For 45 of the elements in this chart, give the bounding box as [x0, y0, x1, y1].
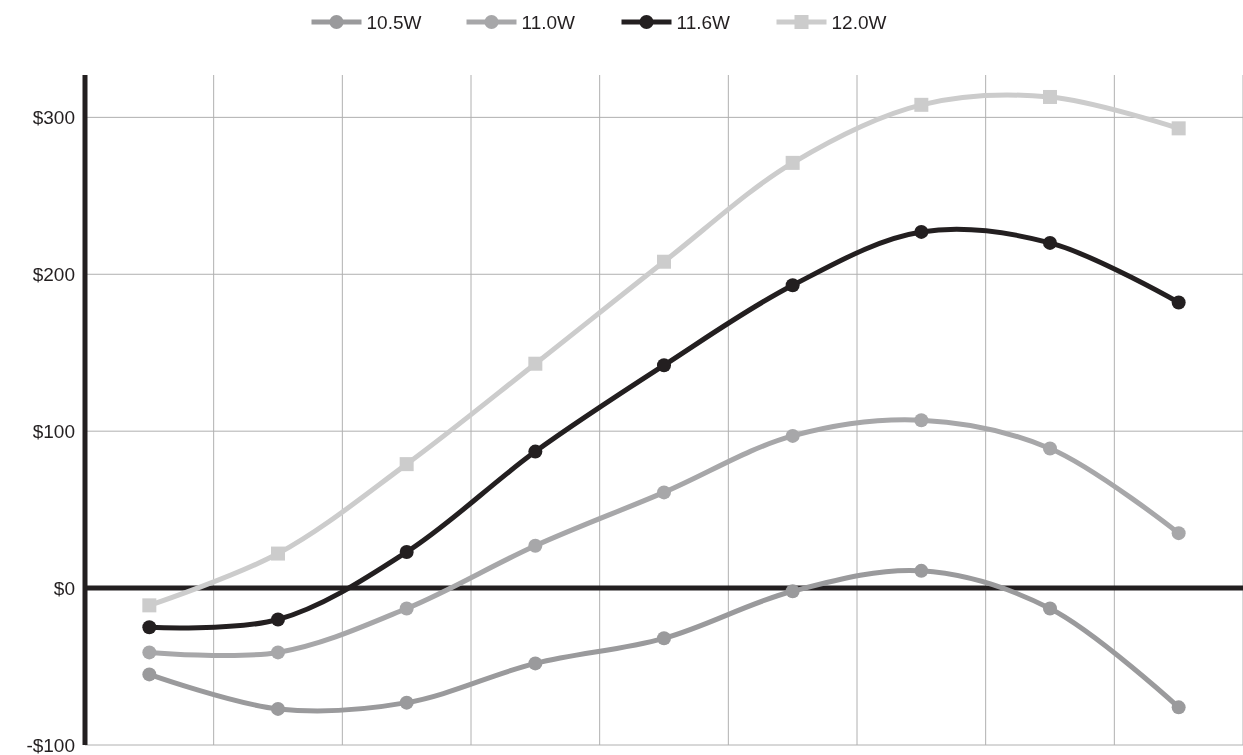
y-tick-label: -$100 [26, 734, 75, 755]
point [1043, 89, 1057, 104]
point [142, 667, 157, 682]
point [1043, 601, 1057, 616]
point [528, 656, 543, 671]
point [785, 428, 800, 443]
point [271, 612, 285, 627]
point [399, 601, 414, 616]
point [142, 598, 157, 613]
y-tick-label: $0 [53, 577, 75, 599]
point [271, 645, 285, 660]
point [657, 358, 671, 373]
point [1171, 121, 1186, 136]
point [657, 254, 671, 269]
legend-label: 10.5W [366, 11, 422, 33]
point [399, 545, 414, 559]
point [914, 224, 929, 239]
point [528, 356, 543, 371]
y-tick-label: $100 [32, 420, 75, 442]
point [142, 620, 157, 635]
y-tick-label: $300 [32, 107, 75, 129]
point [399, 457, 414, 472]
point [657, 485, 671, 500]
y-tick-label: $200 [32, 263, 75, 285]
point [914, 563, 929, 578]
point [399, 695, 414, 710]
point [785, 278, 800, 293]
point [1171, 700, 1186, 715]
point [1171, 526, 1186, 541]
point [785, 155, 800, 170]
legend-label: 11.6W [676, 11, 731, 33]
legend-label: 11.0W [521, 11, 576, 33]
point [914, 97, 929, 112]
point [657, 631, 671, 646]
point [142, 645, 157, 660]
point [1043, 441, 1057, 456]
point [528, 538, 543, 553]
point [914, 413, 929, 428]
point [528, 444, 543, 459]
point [1043, 235, 1057, 250]
point [1171, 295, 1186, 310]
point [785, 584, 800, 599]
legend-label: 12.0W [831, 11, 887, 33]
point [271, 701, 285, 716]
point [271, 546, 285, 561]
